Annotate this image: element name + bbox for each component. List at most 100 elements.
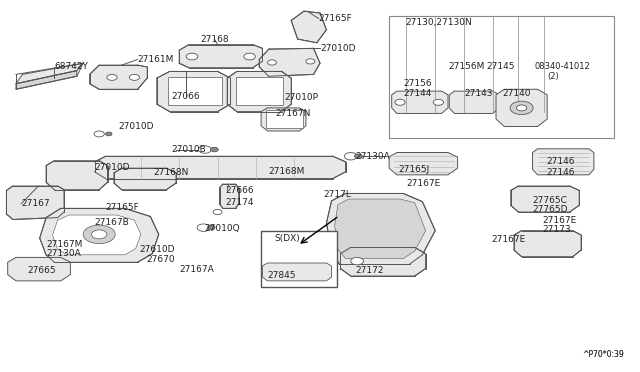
Polygon shape (514, 231, 581, 257)
Circle shape (211, 147, 218, 152)
Circle shape (306, 59, 315, 64)
Bar (168, 77, 222, 105)
Circle shape (268, 60, 276, 65)
Text: 27146: 27146 (546, 169, 575, 177)
Circle shape (83, 225, 115, 244)
Circle shape (129, 74, 140, 80)
Circle shape (351, 257, 364, 265)
Text: 27165F: 27165F (319, 14, 353, 23)
Text: 27010D: 27010D (95, 163, 130, 172)
Text: 27167A: 27167A (179, 265, 214, 274)
Circle shape (516, 105, 527, 111)
Text: 2717L: 2717L (323, 190, 351, 199)
Bar (266, 110, 303, 128)
Polygon shape (40, 208, 159, 262)
Polygon shape (179, 45, 262, 68)
Polygon shape (261, 108, 306, 131)
Bar (236, 77, 283, 105)
Text: 27010D: 27010D (320, 44, 355, 53)
Circle shape (198, 146, 211, 153)
Polygon shape (52, 215, 141, 255)
Bar (389, 16, 614, 138)
Text: 27130A: 27130A (355, 152, 390, 161)
Polygon shape (511, 186, 579, 212)
Circle shape (510, 101, 533, 115)
Text: 27765C: 27765C (532, 196, 567, 205)
Text: 27666: 27666 (225, 186, 254, 195)
Text: 27165F: 27165F (106, 203, 140, 212)
Text: 27146: 27146 (546, 157, 575, 166)
Text: 08340-41012: 08340-41012 (534, 62, 590, 71)
Text: 68742Y: 68742Y (54, 62, 88, 71)
Text: 27010B: 27010B (172, 145, 206, 154)
Text: 27130A: 27130A (47, 249, 81, 258)
Text: 27156: 27156 (403, 79, 432, 88)
Circle shape (107, 74, 117, 80)
Text: 27172: 27172 (355, 266, 384, 275)
Polygon shape (8, 257, 70, 281)
Circle shape (197, 224, 210, 231)
Text: (2): (2) (547, 72, 559, 81)
Text: 27665: 27665 (27, 266, 56, 275)
Text: 27167M: 27167M (47, 240, 83, 249)
Polygon shape (291, 11, 326, 43)
Polygon shape (326, 193, 435, 264)
Text: 27140: 27140 (502, 89, 531, 97)
Polygon shape (449, 91, 499, 113)
Text: 27143: 27143 (464, 89, 493, 97)
Text: 27167E: 27167E (543, 216, 577, 225)
Text: 27173: 27173 (543, 225, 572, 234)
Text: S(DX): S(DX) (274, 234, 300, 243)
Text: ^P70*0:39: ^P70*0:39 (582, 350, 624, 359)
Text: 27130,27130N: 27130,27130N (405, 18, 472, 27)
Circle shape (344, 153, 357, 160)
Polygon shape (392, 91, 448, 113)
Polygon shape (157, 71, 230, 112)
Circle shape (244, 53, 255, 60)
Text: 27010D: 27010D (118, 122, 154, 131)
Polygon shape (6, 186, 64, 219)
Polygon shape (259, 48, 320, 76)
Text: 27167E: 27167E (406, 179, 441, 187)
Text: 27765D: 27765D (532, 205, 568, 214)
Polygon shape (262, 263, 332, 281)
Polygon shape (335, 199, 426, 259)
Polygon shape (532, 149, 594, 175)
Text: 27010Q: 27010Q (205, 224, 241, 233)
Polygon shape (16, 71, 77, 89)
Text: 27168N: 27168N (154, 168, 189, 177)
Text: 27167E: 27167E (492, 235, 526, 244)
Polygon shape (95, 156, 346, 179)
Text: 27010P: 27010P (285, 93, 319, 102)
Circle shape (213, 209, 222, 215)
Circle shape (207, 225, 215, 230)
Polygon shape (389, 153, 458, 175)
Polygon shape (227, 71, 291, 112)
Text: 27156M: 27156M (448, 62, 484, 71)
Polygon shape (90, 65, 147, 89)
Text: 27610D: 27610D (140, 246, 175, 254)
Circle shape (433, 99, 444, 105)
Text: 27145: 27145 (486, 62, 515, 71)
Text: 27168: 27168 (200, 35, 228, 44)
Polygon shape (114, 168, 176, 190)
Text: 27845: 27845 (268, 271, 296, 280)
Text: 27670: 27670 (146, 255, 175, 264)
Circle shape (395, 99, 405, 105)
Text: 27167N: 27167N (275, 109, 310, 118)
Text: 27167B: 27167B (95, 218, 129, 227)
Circle shape (94, 131, 104, 137)
Circle shape (186, 53, 198, 60)
Polygon shape (220, 184, 239, 208)
Polygon shape (46, 161, 108, 190)
Text: 27167: 27167 (21, 199, 50, 208)
Circle shape (355, 154, 362, 158)
Text: 27165J: 27165J (398, 165, 429, 174)
Polygon shape (16, 63, 83, 84)
Text: 27144: 27144 (403, 89, 431, 97)
Text: 27161M: 27161M (138, 55, 174, 64)
Text: 27168M: 27168M (269, 167, 305, 176)
Circle shape (106, 132, 112, 136)
Text: 27066: 27066 (172, 92, 200, 101)
Text: 27174: 27174 (225, 198, 254, 207)
